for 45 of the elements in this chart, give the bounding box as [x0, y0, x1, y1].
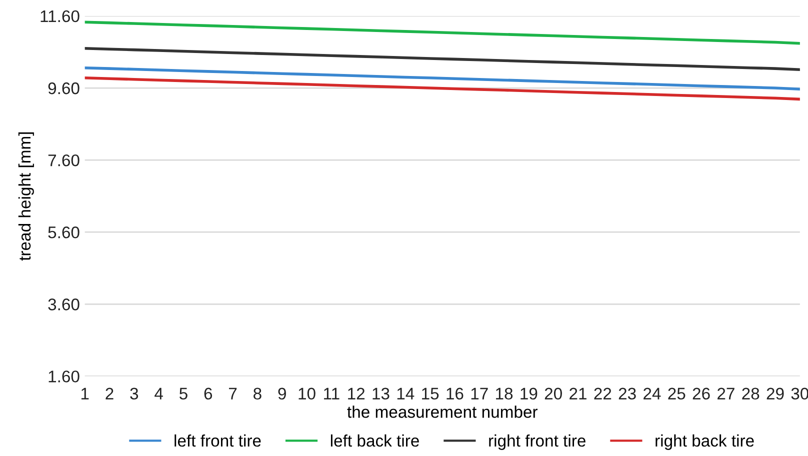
y-tick-label: 7.60	[48, 154, 80, 166]
y-tick-label: 11.60	[40, 10, 80, 22]
x-tick-label: 17	[471, 388, 488, 400]
y-axis-title: tread height [mm]	[18, 132, 34, 261]
x-tick-label: 13	[372, 388, 390, 400]
legend-label: left back tire	[330, 434, 419, 447]
x-tick-label: 24	[644, 388, 661, 400]
x-tick-label: 21	[570, 388, 586, 400]
x-tick-label: 16	[446, 388, 464, 400]
x-tick-label: 26	[692, 388, 710, 400]
x-tick-label: 14	[397, 388, 414, 400]
x-tick-label: 6	[204, 388, 212, 400]
line-series	[84, 46, 800, 72]
x-tick-label: 5	[180, 388, 188, 400]
x-tick-label: 12	[348, 388, 365, 400]
x-tick-label: 2	[106, 388, 114, 400]
x-tick-label: 11	[324, 388, 340, 400]
x-tick-label: 4	[154, 388, 163, 400]
x-tick-label: 7	[229, 388, 237, 400]
y-tick-label: 5.60	[48, 226, 80, 238]
x-tick-label: 28	[742, 388, 760, 400]
x-tick-label: 18	[496, 388, 513, 400]
x-tick-label: 22	[594, 388, 612, 400]
y-tick-label: 1.60	[48, 370, 80, 382]
x-tick-label: 10	[298, 388, 316, 400]
x-tick-label: 3	[130, 388, 138, 400]
x-tick-label: 27	[718, 388, 734, 400]
x-tick-label: 25	[668, 388, 686, 400]
x-axis-title: the measurement number	[347, 406, 538, 418]
legend-label: right back tire	[656, 434, 754, 450]
legend-label: left front tire	[174, 434, 261, 447]
x-tick-label: 8	[254, 388, 262, 400]
line-series	[84, 20, 800, 45]
line-series	[84, 76, 800, 101]
x-tick-label: 9	[278, 388, 286, 400]
x-tick-label: 1	[81, 388, 89, 400]
x-tick-label: 29	[766, 388, 784, 400]
y-tick-label: 3.60	[48, 298, 80, 310]
legend-label: right front tire	[489, 434, 586, 450]
line-series	[84, 66, 800, 90]
x-tick-label: 19	[520, 388, 538, 400]
x-tick-label: 23	[618, 388, 636, 400]
x-tick-label: 20	[544, 388, 562, 400]
x-tick-label: 15	[422, 388, 439, 400]
y-tick-label: 9.60	[48, 82, 80, 94]
